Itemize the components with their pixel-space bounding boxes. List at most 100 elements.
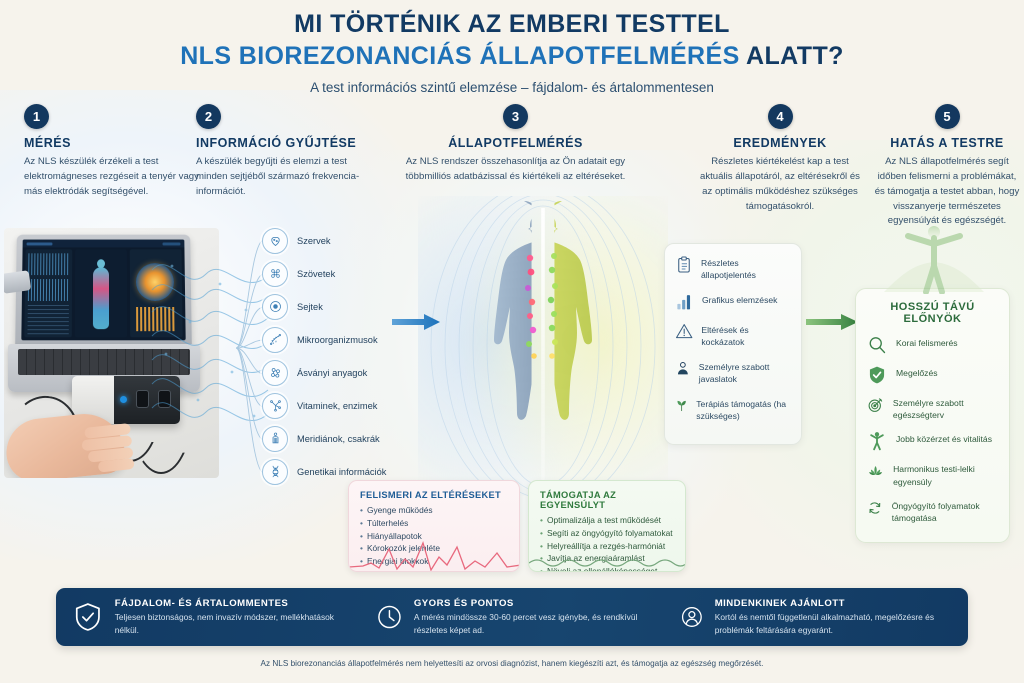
step-4: 4 EREDMÉNYEK Részletes kiértékelést kap … xyxy=(700,104,860,214)
magnifier-icon xyxy=(869,337,886,354)
step-2: 2 INFORMÁCIÓ GYŰJTÉSE A készülék begyűjt… xyxy=(196,104,381,200)
body-model-graphic xyxy=(92,267,110,330)
page-header: MI TÖRTÉNIK AZ EMBERI TESTTEL NLS BIOREZ… xyxy=(0,10,1024,95)
software-toolbar xyxy=(22,239,185,248)
refresh-cycle-icon xyxy=(869,502,881,514)
mineral-icon xyxy=(262,359,288,386)
balance-callout: TÁMOGATJA AZ EGYENSÚLYT Optimalizálja a … xyxy=(528,480,686,572)
scan-target-label: Sejtek xyxy=(297,301,323,312)
balance-item: Helyreállítja a rezgés-harmóniát xyxy=(540,540,674,553)
scan-target-label: Szövetek xyxy=(297,268,336,279)
organ-icon xyxy=(262,227,288,254)
bottom-bar-item-everyone: MINDENKINEK AJÁNLOTT Kortól és nemtől fü… xyxy=(664,598,968,636)
scan-target-label: Mikroorganizmusok xyxy=(297,334,378,345)
benefit-item: Megelőzés xyxy=(867,365,998,385)
deviations-list: Gyenge működés Túlterhelés Hiányállapoto… xyxy=(360,504,508,568)
clipboard-icon xyxy=(678,256,690,273)
balance-item: Növeli az ellenállóképességet xyxy=(540,565,674,571)
bottom-bar-body: Kortól és nemtől függetlenül alkalmazhat… xyxy=(714,611,935,635)
benefit-label: Harmonikus testi-lelki egyensúly xyxy=(893,464,975,487)
balance-title: TÁMOGATJA AZ EGYENSÚLYT xyxy=(540,490,617,510)
step-4-body: Részletes kiértékelést kap a test aktuál… xyxy=(700,156,860,212)
step-1: 1 MÉRÉS Az NLS készülék érzékeli a test … xyxy=(24,104,199,200)
deviations-item: Hiányállapotok xyxy=(360,530,508,543)
software-pane-waveforms xyxy=(24,249,73,338)
wrist-electrode xyxy=(4,270,32,294)
bottom-bar-item-painless: FÁJDALOM- ÉS ÁRTALOMMENTES Teljesen bizt… xyxy=(56,598,360,636)
connector-lines xyxy=(236,239,264,474)
scan-target-item: Meridiánok, csakrák xyxy=(262,422,412,455)
step-3-title: ÁLLAPOTFELMÉRÉS xyxy=(448,136,583,150)
dna-icon xyxy=(262,458,288,485)
device-port-2 xyxy=(158,390,171,408)
bottom-bar-title: GYORS ÉS PONTOS xyxy=(413,597,514,609)
deviations-item: Energiai blokkok xyxy=(360,555,508,568)
meridian-chakra-icon xyxy=(262,425,288,452)
person-arms-up-icon xyxy=(870,432,884,451)
deviations-item: Túlterhelés xyxy=(360,517,508,530)
microorganism-icon xyxy=(262,326,288,353)
cable-right xyxy=(130,414,192,474)
step-1-body: Az NLS készülék érzékeli a test elektrom… xyxy=(24,156,199,197)
balance-item: Optimalizálja a test működését xyxy=(540,514,674,527)
result-item: Részletes állapotjelentés xyxy=(675,255,791,281)
balance-item: Javítja az energiaáramlást xyxy=(540,552,674,565)
result-label: Grafikus elemzések xyxy=(702,295,778,306)
clock-icon xyxy=(378,605,401,629)
device-port-1 xyxy=(136,390,149,408)
arrow-to-assessment-icon xyxy=(392,314,440,330)
laptop-keyboard xyxy=(18,349,190,375)
deviations-item: Gyenge működés xyxy=(360,504,508,517)
benefit-item: Személyre szabott egészségterv xyxy=(867,395,998,421)
step-2-badge: 2 xyxy=(196,104,221,129)
bottom-bar-item-fast: GYORS ÉS PONTOS A mérés mindössze 30-60 … xyxy=(360,598,664,636)
benefits-title: HOSSZÚ TÁVÚ ELŐNYÖK xyxy=(890,301,975,325)
bar-chart-icon xyxy=(677,295,691,310)
bottom-bar-text: GYORS ÉS PONTOS A mérés mindössze 30-60 … xyxy=(414,598,648,636)
benefit-label: Öngyógyító folyamatok támogatása xyxy=(891,500,980,524)
aura-field-graphic xyxy=(418,196,668,496)
bottom-bar-body: A mérés mindössze 30-60 percet vesz igén… xyxy=(413,611,638,635)
result-label: Terápiás támogatás (ha szükséges) xyxy=(696,399,787,422)
step-1-badge: 1 xyxy=(24,104,49,129)
page-title-highlight: NLS BIOREZONANCIÁS ÁLLAPOTFELMÉRÉS xyxy=(180,42,740,70)
deviations-item: Kórokozók jelenléte xyxy=(360,542,508,555)
bottom-highlight-bar: FÁJDALOM- ÉS ÁRTALOMMENTES Teljesen bizt… xyxy=(56,588,968,646)
result-item: Eltérések és kockázatok xyxy=(675,322,791,348)
scan-target-item: Ásványi anyagok xyxy=(262,356,412,389)
step-5-body: Az NLS állapotfelmérés segít időben feli… xyxy=(874,156,1020,227)
scan-target-item: Szervek xyxy=(262,224,412,257)
scan-target-label: Vitaminek, enzimek xyxy=(297,400,378,411)
balance-list: Optimalizálja a test működését Segíti az… xyxy=(540,514,674,571)
user-circle-icon xyxy=(681,607,702,627)
result-item: Személyre szabott javaslatok xyxy=(675,359,791,385)
arrow-to-benefits-icon xyxy=(806,314,858,330)
step-5: 5 HATÁS A TESTRE Az NLS állapotfelmérés … xyxy=(872,104,1022,229)
result-item: Terápiás támogatás (ha szükséges) xyxy=(675,396,791,422)
spectrum-bars-graphic xyxy=(136,307,177,332)
page-subtitle: A test információs szintű elemzése – fáj… xyxy=(310,80,714,95)
step-3-body: Az NLS rendszer összehasonlítja az Ön ad… xyxy=(405,156,626,182)
step-2-body: A készülék begyűjti és elemzi a test min… xyxy=(196,156,360,197)
warning-triangle-icon xyxy=(675,324,693,339)
harmonic-waveform-graphic xyxy=(529,559,685,567)
benefit-label: Korai felismerés xyxy=(896,338,958,348)
scan-target-item: Genetikai információk xyxy=(262,455,412,488)
scan-target-item: Vitaminek, enzimek xyxy=(262,389,412,422)
scan-target-item: Sejtek xyxy=(262,290,412,323)
benefit-item: Korai felismerés xyxy=(867,335,998,355)
nls-device-photo xyxy=(4,228,219,478)
leaf-icon xyxy=(677,401,686,412)
step-2-title: INFORMÁCIÓ GYŰJTÉSE xyxy=(196,136,357,150)
irregular-waveform-graphic xyxy=(349,541,519,571)
step-3-badge: 3 xyxy=(503,104,528,129)
step-1-title: MÉRÉS xyxy=(24,136,71,150)
step-5-badge: 5 xyxy=(934,104,960,129)
bottom-bar-text: MINDENKINEK AJÁNLOTT Kortól és nemtől fü… xyxy=(715,598,952,636)
benefit-item: Jobb közérzet és vitalitás xyxy=(867,431,998,451)
software-pane-radar xyxy=(129,249,183,338)
scan-target-label: Genetikai információk xyxy=(297,466,387,477)
step-4-badge: 4 xyxy=(767,104,793,129)
page-title-line2: NLS BIOREZONANCIÁS ÁLLAPOTFELMÉRÉS ALATT… xyxy=(0,42,1024,71)
